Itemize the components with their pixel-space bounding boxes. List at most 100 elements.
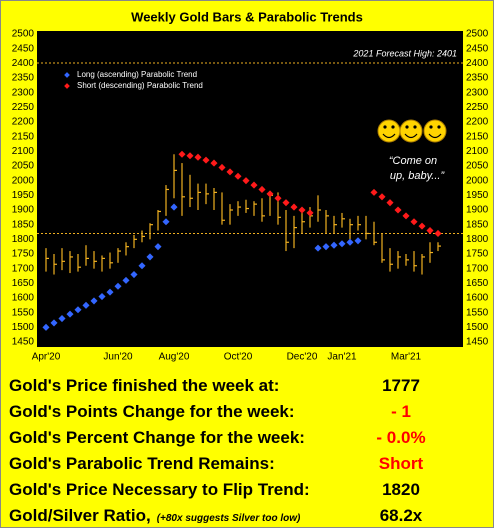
x-tick-label: Apr'20 xyxy=(32,352,61,363)
parabolic-dot xyxy=(202,156,210,164)
parabolic-dot xyxy=(146,253,154,261)
x-tick-label: Dec'20 xyxy=(287,352,318,363)
y-tick-label: 1500 xyxy=(12,322,35,333)
row-label: Gold/Silver Ratio, xyxy=(9,506,151,525)
y-tick-label: 2400 xyxy=(12,58,35,69)
parabolic-dot xyxy=(130,270,138,279)
y-tick-label-right: 1900 xyxy=(466,205,489,216)
parabolic-dot xyxy=(114,282,122,290)
row-label-group: Gold/Silver Ratio, (+80x suggests Silver … xyxy=(9,506,300,526)
y-tick-label: 2100 xyxy=(12,146,35,157)
parabolic-dot xyxy=(322,243,330,251)
y-tick-label-right: 1800 xyxy=(466,234,489,245)
table-row: Gold's Parabolic Trend Remains: Short xyxy=(1,451,493,477)
y-tick-label-right: 1850 xyxy=(466,219,489,230)
parabolic-dot xyxy=(90,297,98,305)
y-tick-label-right: 2000 xyxy=(466,175,489,186)
parabolic-dot xyxy=(66,310,74,318)
y-tick-label: 1600 xyxy=(12,293,35,304)
y-tick-label-right: 2300 xyxy=(466,87,489,98)
chart: Weekly Gold Bars & Parabolic Trends 1450… xyxy=(12,9,489,363)
y-tick-label: 1450 xyxy=(12,337,35,348)
parabolic-dot xyxy=(290,203,298,211)
parabolic-dot xyxy=(370,188,378,196)
parabolic-dot xyxy=(210,159,218,167)
reference-label: 2021 Forecast High: 2401 xyxy=(352,48,457,58)
y-tick-label: 2350 xyxy=(12,73,35,84)
y-tick-label-right: 1950 xyxy=(466,190,489,201)
y-tick-label: 1850 xyxy=(12,219,35,230)
y-tick-label: 1700 xyxy=(12,263,35,274)
y-tick-label: 2050 xyxy=(12,161,35,172)
parabolic-dot xyxy=(258,185,266,194)
y-tick-label: 2300 xyxy=(12,87,35,98)
row-value: Short xyxy=(378,454,424,473)
y-tick-label-right: 2100 xyxy=(466,146,489,157)
y-tick-label: 1750 xyxy=(12,249,35,260)
row-note: (+80x suggests Silver too low) xyxy=(156,513,301,524)
y-tick-label: 2150 xyxy=(12,131,35,142)
parabolic-dot xyxy=(218,163,226,172)
row-value: 68.2x xyxy=(379,506,423,525)
y-tick-label-right: 1600 xyxy=(466,293,489,304)
parabolic-dot xyxy=(50,319,58,327)
parabolic-dot xyxy=(402,212,410,220)
parabolic-dot xyxy=(418,222,426,230)
y-tick-label: 2450 xyxy=(12,43,35,54)
parabolic-dot xyxy=(58,314,66,323)
x-tick-label: Oct'20 xyxy=(224,352,253,363)
stats-table: Gold's Price finished the week at: 1777 Go… xyxy=(1,373,493,527)
parabolic-dot xyxy=(394,206,402,214)
y-tick-label-right: 1500 xyxy=(466,322,489,333)
y-tick-label: 1550 xyxy=(12,307,35,318)
parabolic-dot xyxy=(426,226,434,235)
parabolic-dot xyxy=(274,194,282,202)
y-tick-label-right: 2500 xyxy=(466,29,489,40)
parabolic-dot xyxy=(242,177,250,185)
parabolic-dot xyxy=(106,288,114,296)
y-tick-label-right: 1750 xyxy=(466,249,489,260)
parabolic-dot xyxy=(298,206,306,214)
parabolic-dot xyxy=(154,243,162,251)
table-row: Gold's Price finished the week at: 1777 xyxy=(1,373,493,399)
row-label: Gold's Price Necessary to Flip Trend: xyxy=(9,480,310,499)
parabolic-dot xyxy=(306,209,314,217)
table-row: Gold/Silver Ratio, (+80x suggests Silver … xyxy=(1,503,493,527)
row-value: - 0.0% xyxy=(376,428,426,447)
row-label: Gold's Points Change for the week: xyxy=(9,402,295,421)
annotation: “Come on xyxy=(389,155,437,167)
annotation: up, baby...” xyxy=(390,170,446,182)
parabolic-dot xyxy=(42,323,50,331)
legend-label: Short (descending) Parabolic Trend xyxy=(77,81,203,90)
parabolic-dot xyxy=(194,153,202,161)
y-tick-label-right: 2200 xyxy=(466,117,489,128)
parabolic-dot xyxy=(186,152,194,160)
parabolic-dot xyxy=(378,193,386,201)
parabolic-dot xyxy=(250,181,258,189)
row-label: Gold's Percent Change for the week: xyxy=(9,428,305,447)
y-tick-label-right: 2450 xyxy=(466,43,489,54)
y-tick-label-right: 2150 xyxy=(466,131,489,142)
y-tick-label: 1800 xyxy=(12,234,35,245)
table-row: Gold's Points Change for the week: - 1 xyxy=(1,399,493,425)
table-row: Gold's Price Necessary to Flip Trend: 182… xyxy=(1,477,493,503)
parabolic-dot xyxy=(354,237,362,245)
parabolic-dot xyxy=(98,292,106,301)
row-value: 1777 xyxy=(382,376,420,395)
y-tick-label: 2500 xyxy=(12,29,35,40)
parabolic-dot xyxy=(74,306,82,314)
x-tick-label: Mar'21 xyxy=(391,352,422,363)
parabolic-dot xyxy=(330,241,338,249)
row-value: 1820 xyxy=(382,480,420,499)
parabolic-dot xyxy=(122,276,130,284)
parabolic-dot xyxy=(138,262,146,270)
y-tick-label: 1650 xyxy=(12,278,35,289)
parabolic-dot xyxy=(162,218,170,226)
chart-title: Weekly Gold Bars & Parabolic Trends xyxy=(131,9,363,24)
row-value: - 1 xyxy=(391,402,411,421)
y-tick-label-right: 1450 xyxy=(466,337,489,348)
x-tick-label: Aug'20 xyxy=(159,352,190,363)
smileys xyxy=(377,119,447,143)
parabolic-dot xyxy=(282,199,290,207)
